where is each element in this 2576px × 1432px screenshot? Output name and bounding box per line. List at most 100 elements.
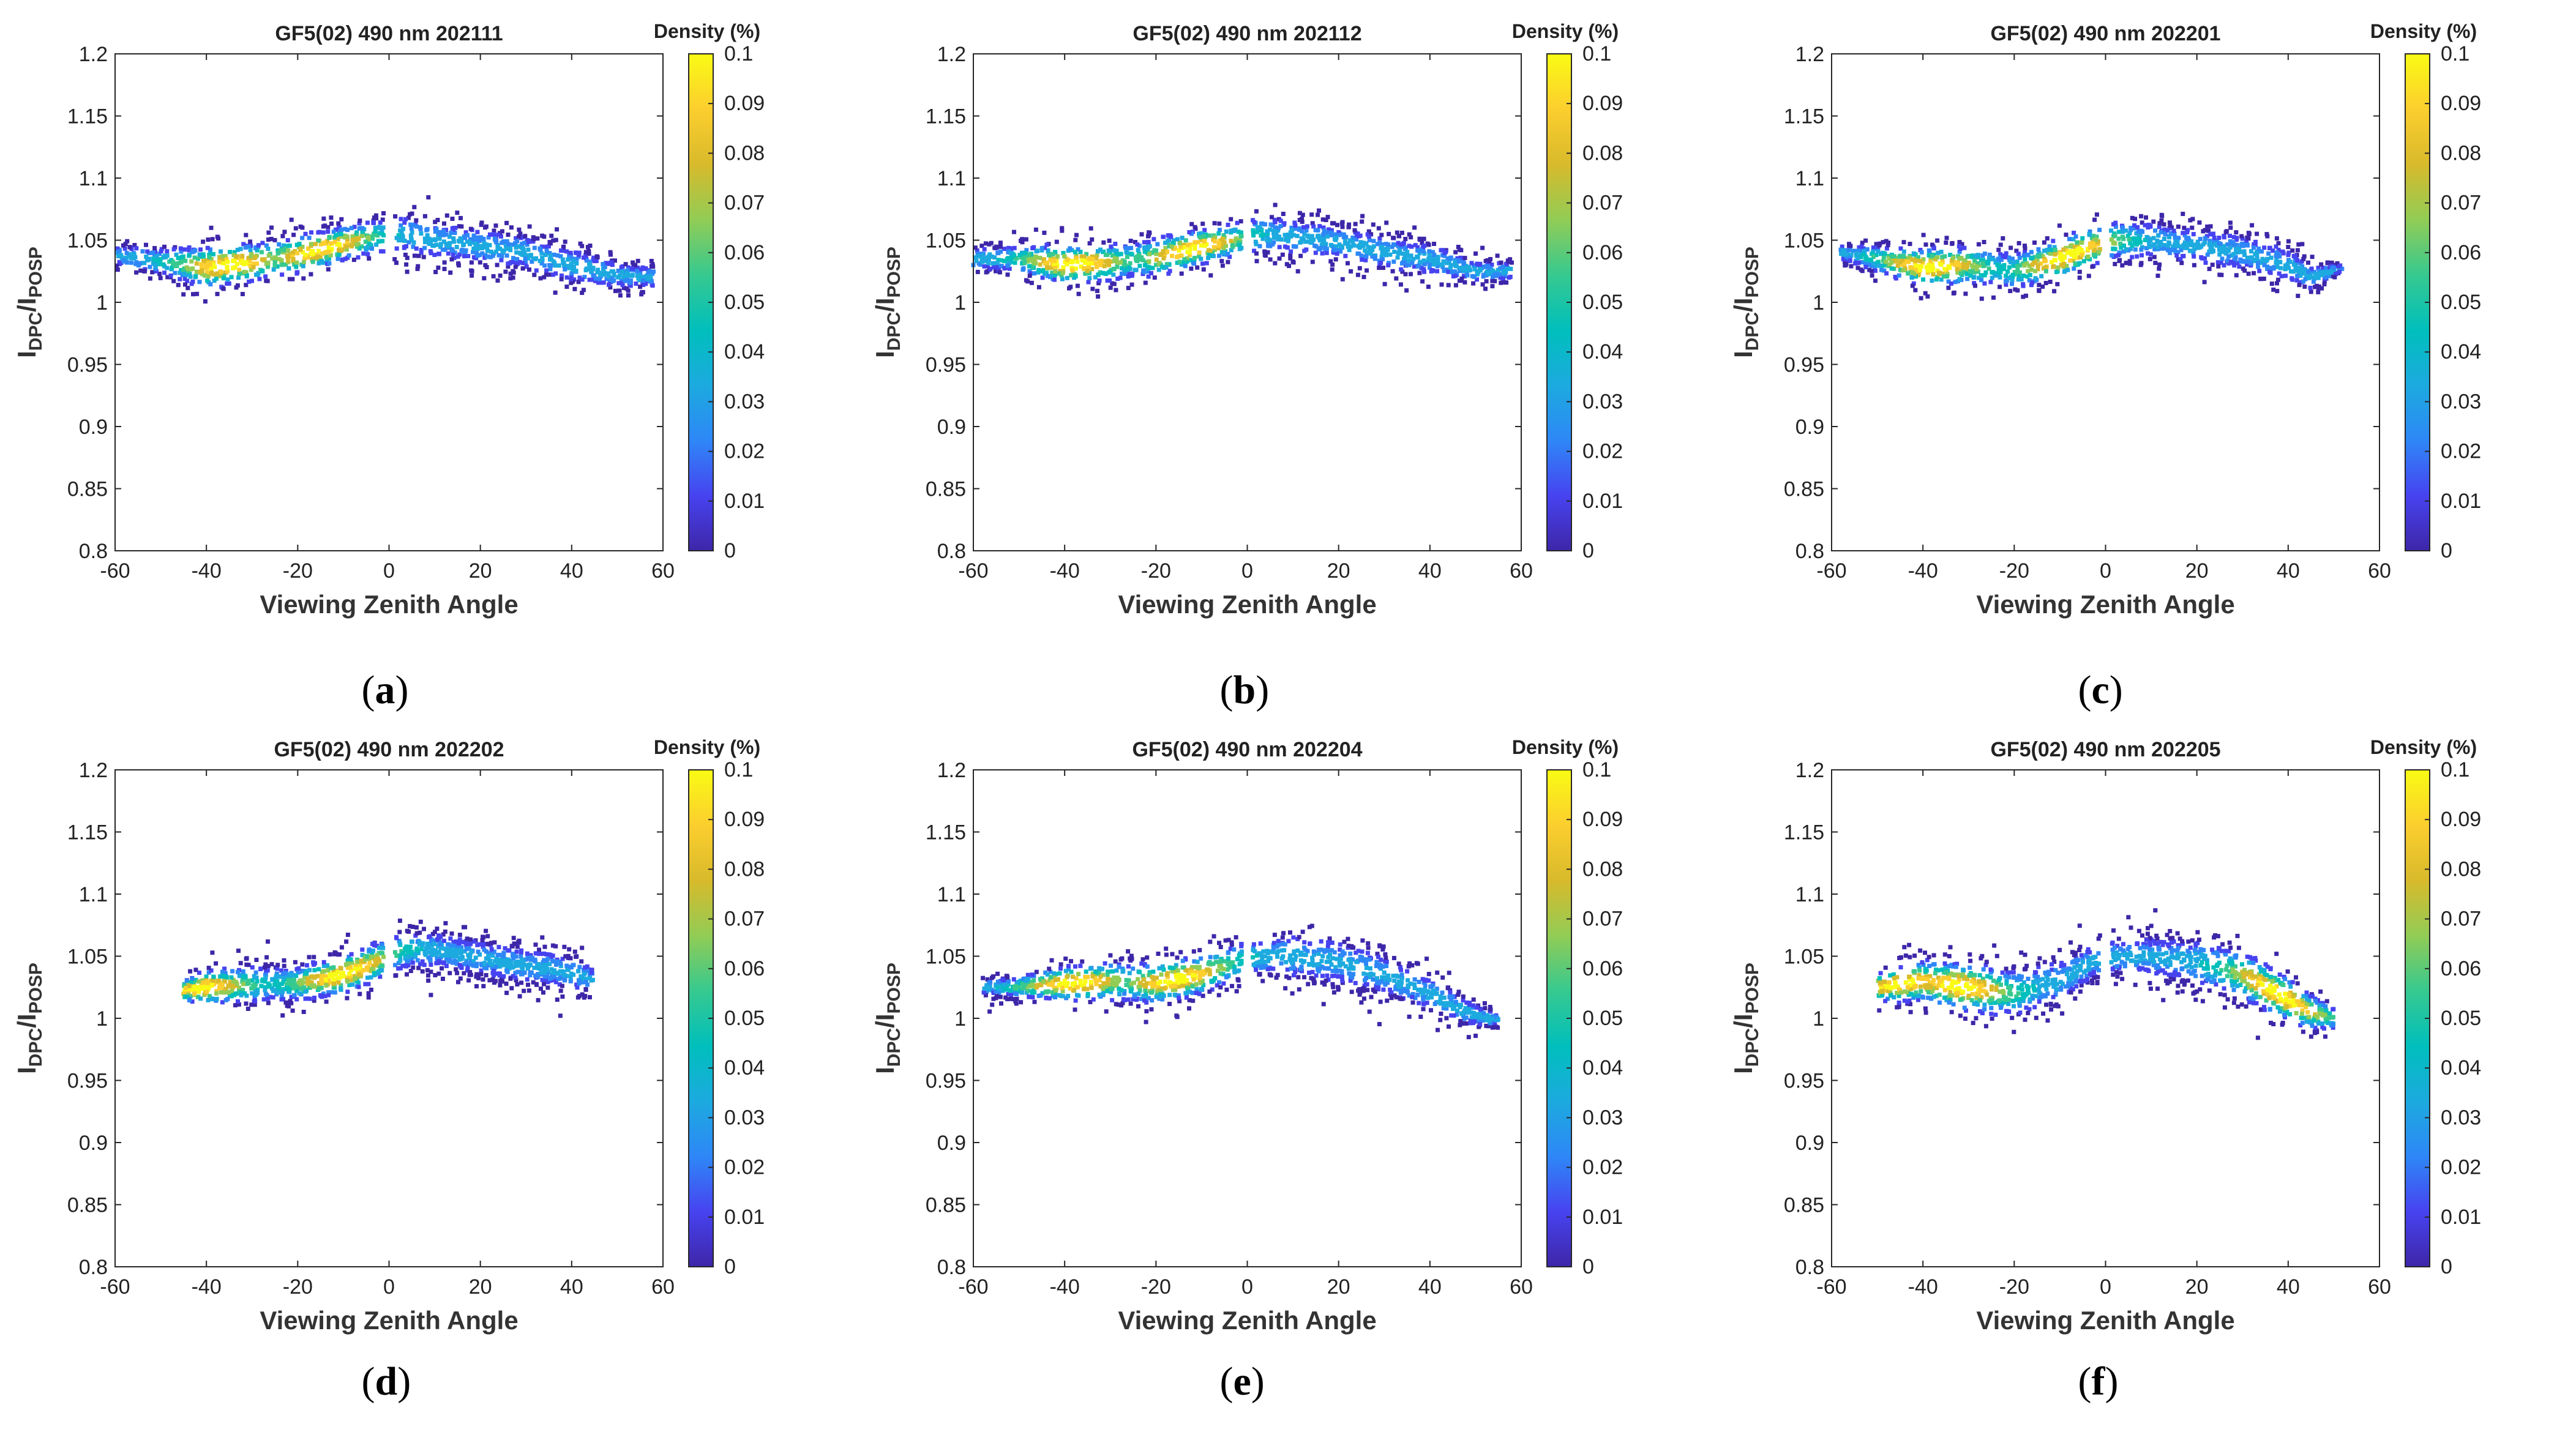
scatter-point: [549, 241, 553, 245]
scatter-point: [419, 920, 423, 924]
colorbar-tick-label: 0.1: [724, 42, 753, 65]
scatter-point: [2110, 253, 2114, 258]
scatter-point: [1048, 258, 1052, 262]
scatter-point: [1384, 221, 1388, 225]
scatter-point: [403, 239, 407, 243]
scatter-point: [2300, 271, 2304, 275]
scatter-point: [2023, 257, 2027, 261]
scatter-point: [2065, 251, 2070, 255]
scatter-point: [2312, 280, 2316, 284]
scatter-point: [1024, 237, 1028, 242]
scatter-point: [1990, 257, 1994, 261]
scatter-point: [414, 218, 418, 223]
scatter-point: [1849, 264, 1853, 269]
scatter-point: [239, 259, 244, 264]
scatter-point: [555, 227, 559, 231]
scatter-point: [416, 966, 421, 970]
scatter-point: [566, 258, 570, 262]
scatter-point: [2181, 254, 2185, 258]
scatter-point: [1135, 242, 1139, 247]
scatter-point: [624, 286, 629, 291]
scatter-point: [442, 939, 446, 943]
scatter-point: [337, 243, 342, 247]
scatter-point: [588, 278, 592, 282]
scatter-point: [1898, 254, 1903, 258]
scatter-point: [555, 253, 560, 258]
colorbar-tick-label: 0.05: [2441, 291, 2481, 314]
scatter-point: [1966, 255, 1970, 259]
scatter-point: [2315, 276, 2319, 280]
scatter-point: [2053, 248, 2057, 252]
scatter-point: [489, 255, 493, 259]
scatter-point: [1324, 218, 1328, 222]
scatter-point: [1087, 276, 1091, 280]
x-tick-label: 60: [2368, 559, 2391, 583]
panel-label: (c): [2078, 667, 2123, 714]
scatter-point: [1449, 263, 1453, 267]
scatter-point: [2207, 267, 2212, 271]
scatter-point: [180, 255, 184, 259]
scatter-point: [1855, 261, 1860, 265]
scatter-point: [2203, 236, 2207, 241]
scatter-point: [1168, 269, 1172, 273]
scatter-point: [2213, 242, 2217, 247]
scatter-point: [195, 261, 199, 266]
x-tick-label: -20: [283, 559, 313, 583]
scatter-point: [2157, 263, 2162, 267]
scatter-point: [1873, 278, 1878, 283]
scatter-point: [473, 243, 477, 247]
scatter-point: [514, 245, 519, 250]
scatter-point: [2188, 249, 2193, 253]
scatter-point: [487, 243, 492, 247]
scatter-point: [2130, 255, 2134, 259]
scatter-point: [1289, 250, 1293, 254]
scatter-point: [2011, 273, 2015, 277]
scatter-point: [1153, 275, 1157, 280]
scatter-point: [2203, 280, 2207, 284]
scatter-point: [182, 272, 186, 276]
scatter-point: [2023, 247, 2027, 251]
scatter-point: [458, 933, 462, 937]
scatter-point: [1979, 278, 1983, 282]
scatter-point: [151, 250, 155, 255]
scatter-point: [1179, 253, 1183, 258]
scatter-point: [988, 267, 992, 271]
scatter-point: [129, 261, 133, 265]
scatter-point: [1979, 273, 1983, 277]
scatter-point: [571, 268, 575, 272]
scatter-point: [2120, 263, 2124, 267]
scatter-point: [1193, 241, 1197, 245]
scatter-point: [463, 236, 467, 240]
scatter-point: [1344, 242, 1349, 246]
scatter-point: [370, 247, 374, 251]
scatter-point: [635, 269, 639, 274]
scatter-point: [225, 259, 230, 264]
scatter-point: [651, 283, 655, 288]
scatter-point: [282, 229, 286, 234]
scatter-point: [1365, 269, 1369, 273]
scatter-point: [206, 246, 210, 250]
scatter-point: [1390, 245, 1395, 249]
scatter-point: [2313, 272, 2318, 276]
scatter-point: [2206, 253, 2210, 257]
scatter-point: [1299, 240, 1303, 244]
y-axis-label: IDPC/IPOSP: [871, 247, 904, 358]
scatter-point: [1942, 267, 1947, 271]
scatter-point: [1278, 256, 1282, 261]
scatter-point: [2117, 258, 2122, 263]
scatter-point: [2139, 214, 2143, 218]
scatter-point: [2048, 280, 2053, 284]
scatter-point: [1062, 255, 1066, 259]
scatter-point: [1251, 231, 1256, 236]
scatter-point: [370, 967, 374, 971]
scatter-point: [553, 291, 558, 295]
scatter-point: [1886, 243, 1890, 247]
scatter-point: [596, 255, 600, 259]
scatter-point: [2090, 264, 2094, 269]
scatter-point: [1422, 237, 1426, 241]
scatter-point: [1367, 234, 1371, 239]
scatter-point: [298, 247, 302, 252]
scatter-point: [2029, 250, 2034, 254]
scatter-point: [440, 953, 444, 958]
scatter-point: [1890, 266, 1894, 270]
